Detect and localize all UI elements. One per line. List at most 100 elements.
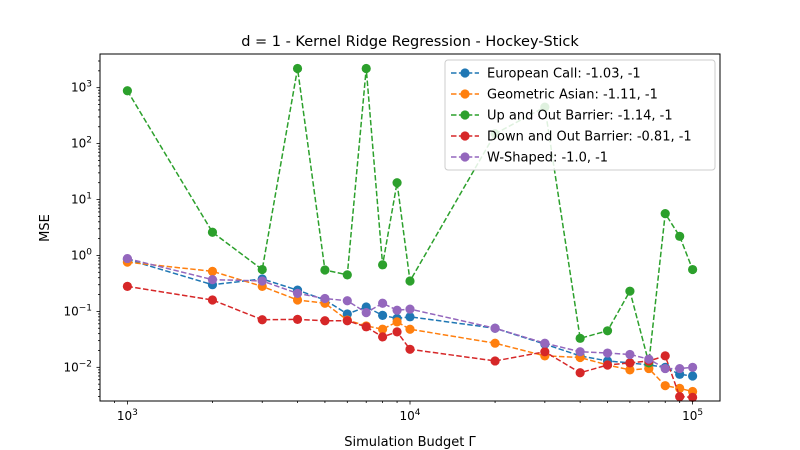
y-tick-label: 10−1 [63,303,92,318]
data-point [405,324,415,334]
legend-label: Up and Out Barrier: -1.14, -1 [487,109,673,124]
data-point [392,178,402,188]
x-tick-label: 105 [682,408,703,423]
data-point [540,338,550,348]
data-point [660,381,670,391]
plot-area [122,63,698,402]
y-tick-label: 10−2 [63,359,92,374]
series-4 [122,281,698,402]
legend-item: European Call: -1.03, -1 [451,67,641,82]
data-point [378,298,388,308]
data-point [292,63,303,74]
data-point [342,316,352,326]
legend-box [444,59,716,171]
data-point [575,368,585,378]
data-point [660,351,670,361]
data-point [361,63,371,74]
data-point [405,276,415,286]
data-point [625,358,635,368]
data-point [602,326,613,336]
legend-label: Down and Out Barrier: -0.81, -1 [487,130,692,145]
data-point [688,392,698,402]
data-point [405,312,415,322]
data-point [575,347,585,357]
data-point [490,356,500,366]
data-point [625,365,635,375]
data-point [207,275,218,285]
data-point [625,286,635,296]
data-point [688,371,698,381]
x-tick-label: 104 [399,408,420,423]
legend-label: European Call: -1.03, -1 [487,67,641,82]
y-tick-label: 101 [71,192,92,207]
data-point [688,264,698,275]
chart-title: d = 1 - Kernel Ridge Regression - Hockey… [241,34,579,50]
x-axis-label: Simulation Budget Γ [344,435,476,450]
data-point [378,324,388,334]
data-point [292,288,303,298]
data-point [292,295,303,305]
data-point [392,305,402,315]
legend-item: Up and Out Barrier: -1.14, -1 [451,109,673,124]
legend-label: W-Shaped: -1.0, -1 [487,151,608,166]
data-point [122,253,132,264]
legend-item: W-Shaped: -1.0, -1 [451,151,608,166]
data-point [490,338,500,348]
legend-swatch-marker [460,68,470,78]
data-point [257,315,267,325]
legend-item: Geometric Asian: -1.11, -1 [451,88,658,103]
data-point [257,276,267,286]
data-point [361,322,371,332]
legend-label: Geometric Asian: -1.11, -1 [487,88,658,103]
data-point [602,348,613,358]
x-tick-label: 103 [117,408,138,423]
data-point [675,363,685,374]
data-point [575,333,585,343]
data-point [378,332,388,342]
data-point [660,363,670,374]
data-point [361,308,371,318]
legend-swatch-marker [460,152,470,162]
y-tick-label: 100 [71,247,92,262]
data-point [405,304,415,314]
data-point [675,383,685,393]
data-point [320,316,330,326]
data-point [320,293,330,304]
legend-item: Down and Out Barrier: -0.81, -1 [451,130,692,145]
data-point [257,264,267,275]
legend-swatch-marker [460,131,470,141]
data-point [378,260,388,270]
data-point [675,391,685,402]
data-point [320,265,330,275]
data-point [122,281,132,291]
series-5 [122,253,698,374]
y-tick-label: 102 [71,136,92,151]
data-point [392,317,402,327]
data-point [207,266,218,276]
y-axis-label: MSE [38,214,53,242]
data-point [207,227,218,237]
data-point [602,360,613,370]
data-point [660,209,670,219]
data-point [675,231,685,241]
data-point [342,270,352,280]
data-point [540,347,550,357]
y-axis: 10−2 10−1 100 101 102 103 [63,60,100,397]
legend-swatch-marker [460,89,470,99]
data-point [292,314,303,324]
legend-swatch-marker [460,110,470,120]
x-axis: 103 104 105 [114,401,703,423]
data-point [405,344,415,354]
data-point [207,295,218,305]
data-point [378,310,388,320]
data-point [122,86,132,96]
y-tick-label: 103 [71,80,92,95]
data-point [392,327,402,337]
data-point [688,362,698,372]
data-point [490,323,500,333]
data-point [342,296,352,306]
data-point [644,354,654,364]
data-point [625,349,635,360]
legend: European Call: -1.03, -1 Geometric Asian:… [444,59,716,171]
